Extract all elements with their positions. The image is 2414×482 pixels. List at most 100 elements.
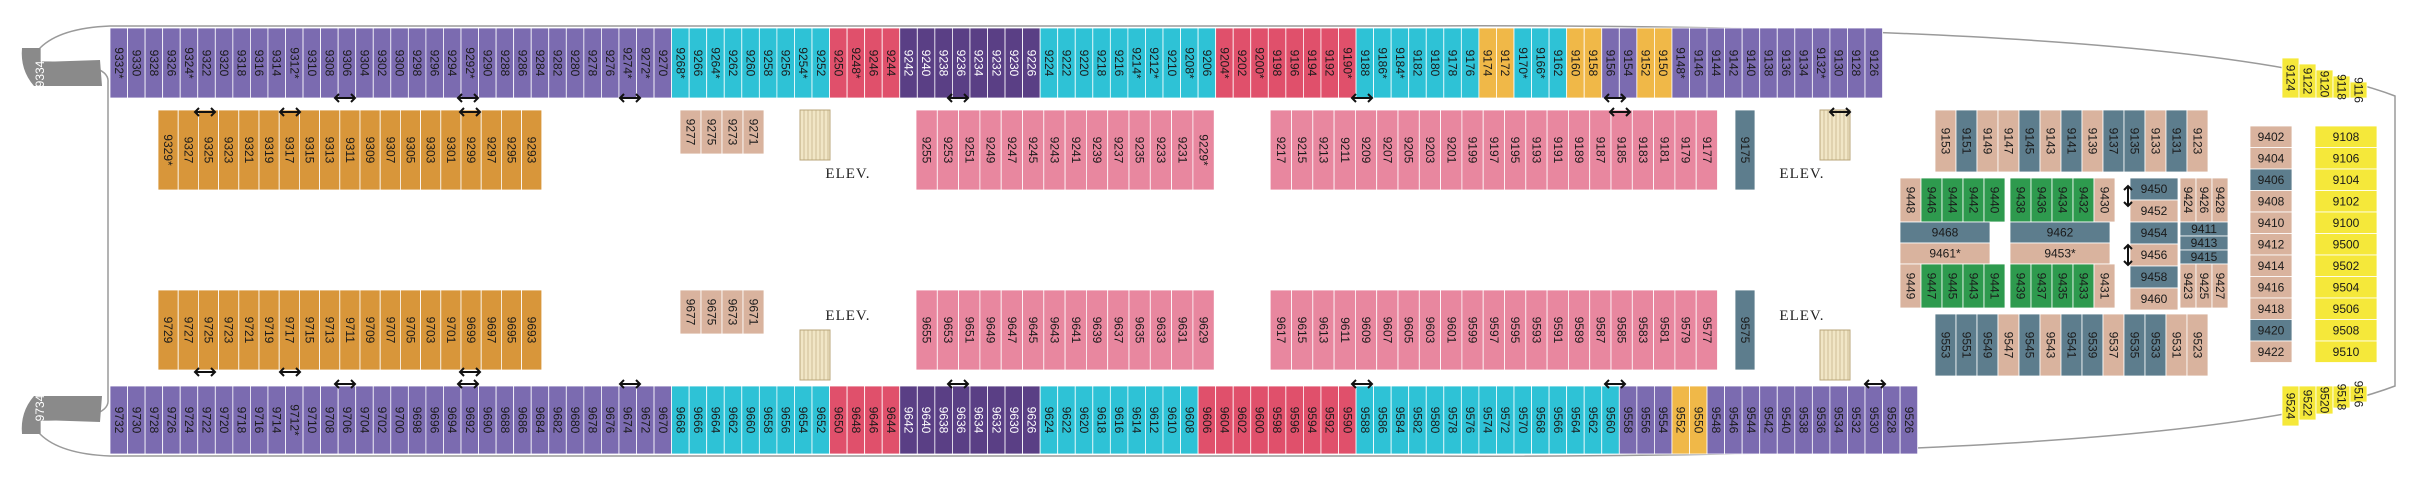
cabin-bottom-9662[interactable]: 9662	[723, 385, 743, 455]
cabin-bottom-9572[interactable]: 9572	[1496, 385, 1515, 455]
cabin-inner-9293[interactable]: 9293	[521, 109, 543, 191]
cabin-central-9440[interactable]: 9440	[1983, 177, 2006, 223]
cabin-top-9312[interactable]: 9312*	[285, 27, 304, 99]
cabin-central-9425[interactable]: 9425	[2195, 263, 2213, 309]
cabin-inner-9705[interactable]: 9705	[399, 289, 421, 371]
cabin-central-9442[interactable]: 9442	[1962, 177, 1985, 223]
cabin-inner-9175[interactable]: 9175	[1734, 109, 1756, 191]
cabin-bottom-9668[interactable]: 9668	[671, 385, 690, 455]
cabin-bow-bottom-9518[interactable]: 9518	[2332, 384, 2351, 411]
cabin-top-9270[interactable]: 9270	[653, 27, 672, 99]
cabin-top-9192[interactable]: 9192	[1320, 27, 1339, 99]
cabin-bottom-9556[interactable]: 9556	[1636, 385, 1655, 455]
cabin-fwd-top-9143[interactable]: 9143	[2039, 109, 2062, 173]
cabin-inner-9241[interactable]: 9241	[1064, 109, 1087, 191]
cabin-fwd-bottom-9531[interactable]: 9531	[2165, 313, 2188, 377]
cabin-inner-9579[interactable]: 9579	[1674, 289, 1697, 371]
cabin-inner-9237[interactable]: 9237	[1107, 109, 1130, 191]
cabin-bottom-9540[interactable]: 9540	[1776, 385, 1796, 455]
cabin-fwd-top-9149[interactable]: 9149	[1976, 109, 1999, 173]
cabin-bottom-9566[interactable]: 9566	[1548, 385, 1568, 455]
cabin-inner-9305[interactable]: 9305	[399, 109, 421, 191]
cabin-fwd-bottom-9547[interactable]: 9547	[1997, 313, 2020, 377]
cabin-bottom-9696[interactable]: 9696	[425, 385, 444, 455]
cabin-inner-9207[interactable]: 9207	[1376, 109, 1399, 191]
cabin-top-9250[interactable]: 9250	[829, 27, 848, 99]
cabin-bottom-9632[interactable]: 9632	[987, 385, 1006, 455]
cabin-top-9166[interactable]: 9166*	[1531, 27, 1550, 99]
cabin-top-9128[interactable]: 9128	[1847, 27, 1866, 99]
cabin-top-9194[interactable]: 9194	[1303, 27, 1322, 99]
cabin-bottom-9704[interactable]: 9704	[355, 385, 374, 455]
cabin-inner-9711[interactable]: 9711	[339, 289, 361, 371]
cabin-bottom-9558[interactable]: 9558	[1618, 385, 1638, 455]
cabin-central-9436[interactable]: 9436	[2030, 177, 2053, 223]
cabin-fwd-yellow-9506[interactable]: 9506	[2314, 297, 2378, 320]
cabin-bottom-9650[interactable]: 9650	[829, 385, 848, 455]
cabin-bottom-9630[interactable]: 9630	[1004, 385, 1023, 455]
cabin-inner-9611[interactable]: 9611	[1333, 289, 1356, 371]
cabin-bottom-9652[interactable]: 9652	[811, 385, 830, 455]
cabin-top-9274[interactable]: 9274*	[618, 27, 637, 99]
cabin-inner-9677[interactable]: 9677	[679, 289, 702, 335]
cabin-inner-9649[interactable]: 9649	[979, 289, 1002, 371]
cabin-inner-9599[interactable]: 9599	[1461, 289, 1484, 371]
cabin-top-9186[interactable]: 9186*	[1373, 27, 1392, 99]
cabin-inner-9589[interactable]: 9589	[1568, 289, 1591, 371]
cabin-top-9326[interactable]: 9326	[162, 27, 181, 99]
cabin-central-9456[interactable]: 9456	[2129, 243, 2179, 267]
cabin-bottom-9726[interactable]: 9726	[162, 385, 181, 455]
cabin-bottom-9680[interactable]: 9680	[565, 385, 585, 455]
cabin-bottom-9580[interactable]: 9580	[1425, 385, 1445, 455]
cabin-bottom-9648[interactable]: 9648	[846, 385, 866, 455]
cabin-top-9218[interactable]: 9218	[1092, 27, 1111, 99]
cabin-inner-9309[interactable]: 9309	[359, 109, 381, 191]
cabin-central-9438[interactable]: 9438	[2009, 177, 2032, 223]
cabin-inner-9243[interactable]: 9243	[1043, 109, 1066, 191]
cabin-inner-9613[interactable]: 9613	[1312, 289, 1335, 371]
cabin-top-9158[interactable]: 9158	[1583, 27, 1603, 99]
cabin-top-9290[interactable]: 9290	[478, 27, 497, 99]
cabin-bottom-9550[interactable]: 9550	[1689, 385, 1708, 455]
cabin-fwd-yellow-9502[interactable]: 9502	[2314, 254, 2378, 277]
cabin-fwd-stack-9406[interactable]: 9406	[2249, 168, 2293, 191]
cabin-inner-9247[interactable]: 9247	[1000, 109, 1023, 191]
cabin-inner-9585[interactable]: 9585	[1610, 289, 1633, 371]
cabin-bottom-9682[interactable]: 9682	[548, 385, 567, 455]
cabin-inner-9189[interactable]: 9189	[1568, 109, 1591, 191]
cabin-bottom-9564[interactable]: 9564	[1566, 385, 1585, 455]
cabin-top-9180[interactable]: 9180	[1425, 27, 1445, 99]
cabin-inner-9673[interactable]: 9673	[721, 289, 744, 335]
cabin-bottom-9732[interactable]: 9732	[109, 385, 128, 455]
cabin-inner-9707[interactable]: 9707	[379, 289, 401, 371]
cabin-inner-9297[interactable]: 9297	[480, 109, 502, 191]
cabin-inner-9729[interactable]: 9729	[157, 289, 179, 371]
cabin-central-9468[interactable]: 9468	[1899, 221, 1991, 244]
cabin-inner-9209[interactable]: 9209	[1355, 109, 1378, 191]
cabin-bow-top-9116[interactable]: 9116	[2349, 77, 2368, 103]
cabin-top-9316[interactable]: 9316	[249, 27, 269, 99]
cabin-bow-top-9118[interactable]: 9118	[2332, 74, 2351, 100]
cabin-bottom-9670[interactable]: 9670	[653, 385, 672, 455]
cabin-inner-9313[interactable]: 9313	[319, 109, 341, 191]
cabin-top-9302[interactable]: 9302	[372, 27, 392, 99]
cabin-bottom-9660[interactable]: 9660	[741, 385, 760, 455]
cabin-bow-top-9124[interactable]: 9124	[2281, 57, 2300, 99]
cabin-inner-9593[interactable]: 9593	[1525, 289, 1548, 371]
cabin-bottom-9568[interactable]: 9568	[1531, 385, 1550, 455]
cabin-inner-9713[interactable]: 9713	[319, 289, 341, 371]
cabin-inner-9205[interactable]: 9205	[1397, 109, 1420, 191]
cabin-top-9256[interactable]: 9256	[776, 27, 795, 99]
cabin-central-9444[interactable]: 9444	[1941, 177, 1964, 223]
cabin-bottom-9690[interactable]: 9690	[478, 385, 497, 455]
cabin-inner-9235[interactable]: 9235	[1128, 109, 1151, 191]
cabin-bottom-9588[interactable]: 9588	[1355, 385, 1375, 455]
cabin-top-9184[interactable]: 9184*	[1390, 27, 1410, 99]
cabin-central-9448[interactable]: 9448	[1899, 177, 1922, 223]
cabin-fwd-top-9135[interactable]: 9135	[2123, 109, 2146, 173]
cabin-inner-9699[interactable]: 9699	[460, 289, 482, 371]
cabin-top-9210[interactable]: 9210	[1162, 27, 1181, 99]
cabin-inner-9723[interactable]: 9723	[218, 289, 240, 371]
cabin-inner-9587[interactable]: 9587	[1589, 289, 1612, 371]
cabin-bottom-9658[interactable]: 9658	[758, 385, 778, 455]
